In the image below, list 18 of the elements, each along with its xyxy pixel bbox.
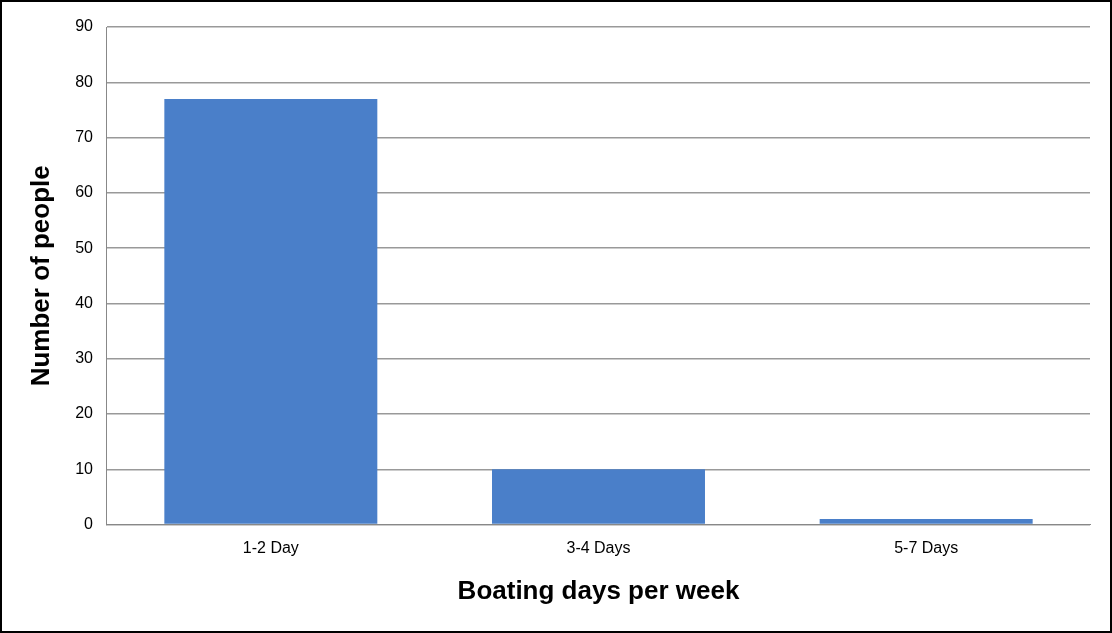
y-tick-label: 60	[75, 183, 94, 201]
bar	[164, 98, 378, 524]
x-axis-title: Boating days per week	[457, 574, 740, 605]
x-tick-label: 1-2 Day	[242, 538, 299, 556]
y-tick-label: 80	[75, 72, 94, 90]
y-tick-label: 90	[75, 17, 94, 35]
x-tick-label: 3-4 Days	[566, 538, 631, 556]
y-tick-label: 40	[75, 293, 94, 311]
bar	[492, 469, 705, 524]
y-tick-label: 50	[75, 238, 94, 256]
y-tick-label: 0	[84, 515, 94, 533]
y-tick-label: 70	[75, 127, 94, 145]
y-tick-label: 20	[75, 404, 94, 422]
y-axis-title: Number of people	[24, 165, 55, 387]
y-tick-label: 30	[75, 349, 94, 367]
bar	[819, 519, 1033, 524]
y-tick-label: 10	[75, 459, 94, 477]
x-tick-label: 5-7 Days	[894, 538, 959, 556]
